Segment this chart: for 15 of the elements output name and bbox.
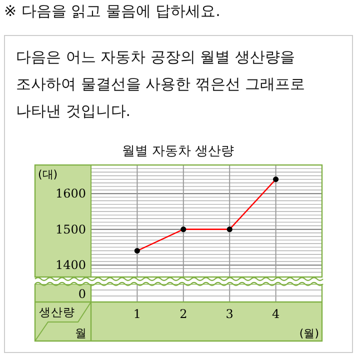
chart-title: 월별 자동차 생산량 (122, 144, 234, 159)
text: 월 (75, 326, 87, 340)
x-axis-title: (월) (299, 327, 319, 340)
x-tick-label: 3 (226, 307, 234, 321)
x-tick-label: 2 (180, 307, 188, 321)
text: 다음은 어느 자동차 공장의 월별 생산량을 조사하여 물결선을 사용한 꺾은선 그래프로 나타낸 것입니다. (16, 47, 306, 122)
x-tick-label: 1 (133, 307, 142, 321)
text: ※ 다음을 읽고 물음에 답하세요. (4, 2, 220, 21)
y-tick-label: 1400 (55, 258, 86, 272)
y-axis-title: (대) (38, 168, 58, 181)
y-tick-label: 1600 (55, 186, 86, 201)
x-tick-label: 4 (272, 307, 280, 321)
text: 0 (78, 287, 86, 301)
y-tick-label: 1500 (55, 222, 86, 236)
text: 생산량 (39, 305, 75, 319)
